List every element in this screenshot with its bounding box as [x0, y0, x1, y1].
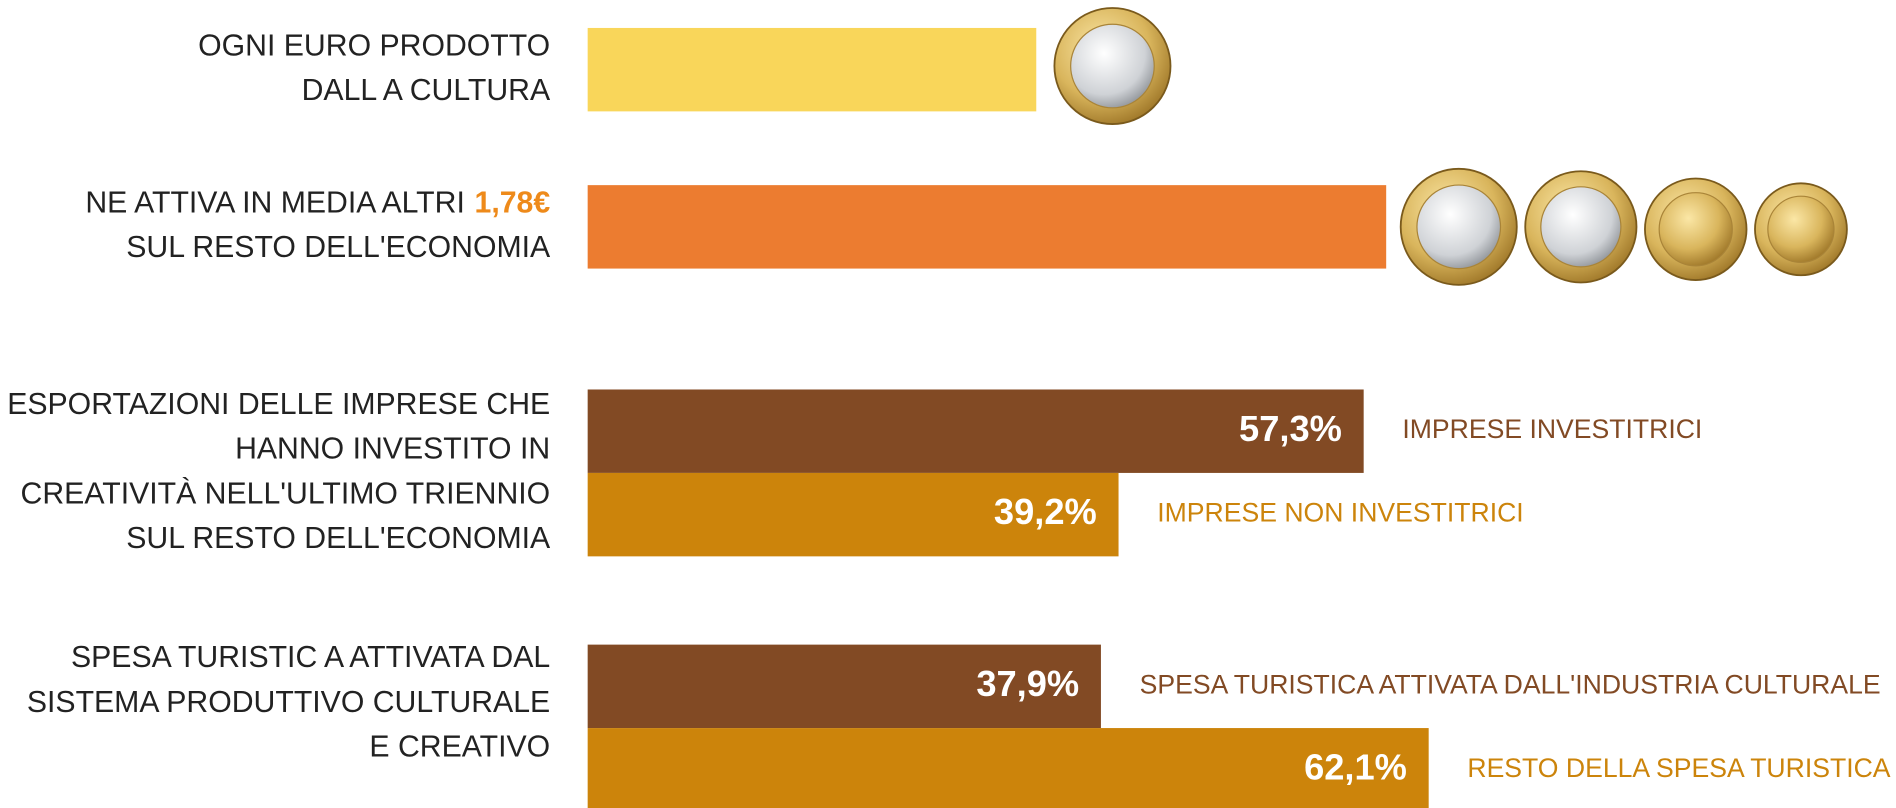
group-label: HANNO INVESTITO IN [235, 433, 550, 466]
row-label: OGNI EURO PRODOTTO [198, 29, 550, 62]
coin-inner [1768, 196, 1834, 262]
bar [588, 28, 1037, 111]
coin-inner [1541, 187, 1621, 267]
group-label: E CREATIVO [369, 731, 550, 764]
row-label: SUL RESTO DELL'ECONOMIA [126, 231, 551, 264]
group-label: CREATIVITÀ NELL'ULTIMO TRIENNIO [21, 477, 551, 510]
coin-inner [1071, 24, 1155, 108]
group-label: ESPORTAZIONI DELLE IMPRESE CHE [7, 388, 550, 421]
value-label: 1,78€ [475, 186, 551, 219]
value-label: 62,1% [1304, 746, 1407, 787]
bar [588, 728, 1429, 808]
bar [588, 185, 1387, 268]
row-label: NE ATTIVA IN MEDIA ALTRI 1,78€ [85, 186, 550, 219]
series-name: IMPRESE NON INVESTITRICI [1157, 498, 1523, 528]
page: OGNI EURO PRODOTTO DALL A CULTURA NE ATTIV… [0, 0, 1896, 808]
group-label: SUL RESTO DELL'ECONOMIA [126, 522, 551, 555]
coin-inner [1659, 193, 1732, 266]
value-label: 39,2% [994, 491, 1097, 532]
coin-inner [1417, 185, 1501, 269]
row-label: NE ATTIVA IN MEDIA ALTRI [85, 186, 465, 219]
group-label: SISTEMA PRODUTTIVO CULTURALE [27, 686, 550, 719]
series-name: RESTO DELLA SPESA TURISTICA [1467, 753, 1890, 783]
chart: OGNI EURO PRODOTTO DALL A CULTURA NE ATTIV… [0, 0, 1896, 808]
series-name: SPESA TURISTICA ATTIVATA DALL'INDUSTRIA … [1140, 669, 1881, 699]
value-label: 57,3% [1239, 408, 1342, 449]
group-label: SPESA TURISTIC A ATTIVATA DAL [71, 641, 550, 674]
value-label: 37,9% [976, 663, 1079, 704]
series-name: IMPRESE INVESTITRICI [1402, 414, 1702, 444]
row-label: DALL A CULTURA [302, 74, 551, 107]
